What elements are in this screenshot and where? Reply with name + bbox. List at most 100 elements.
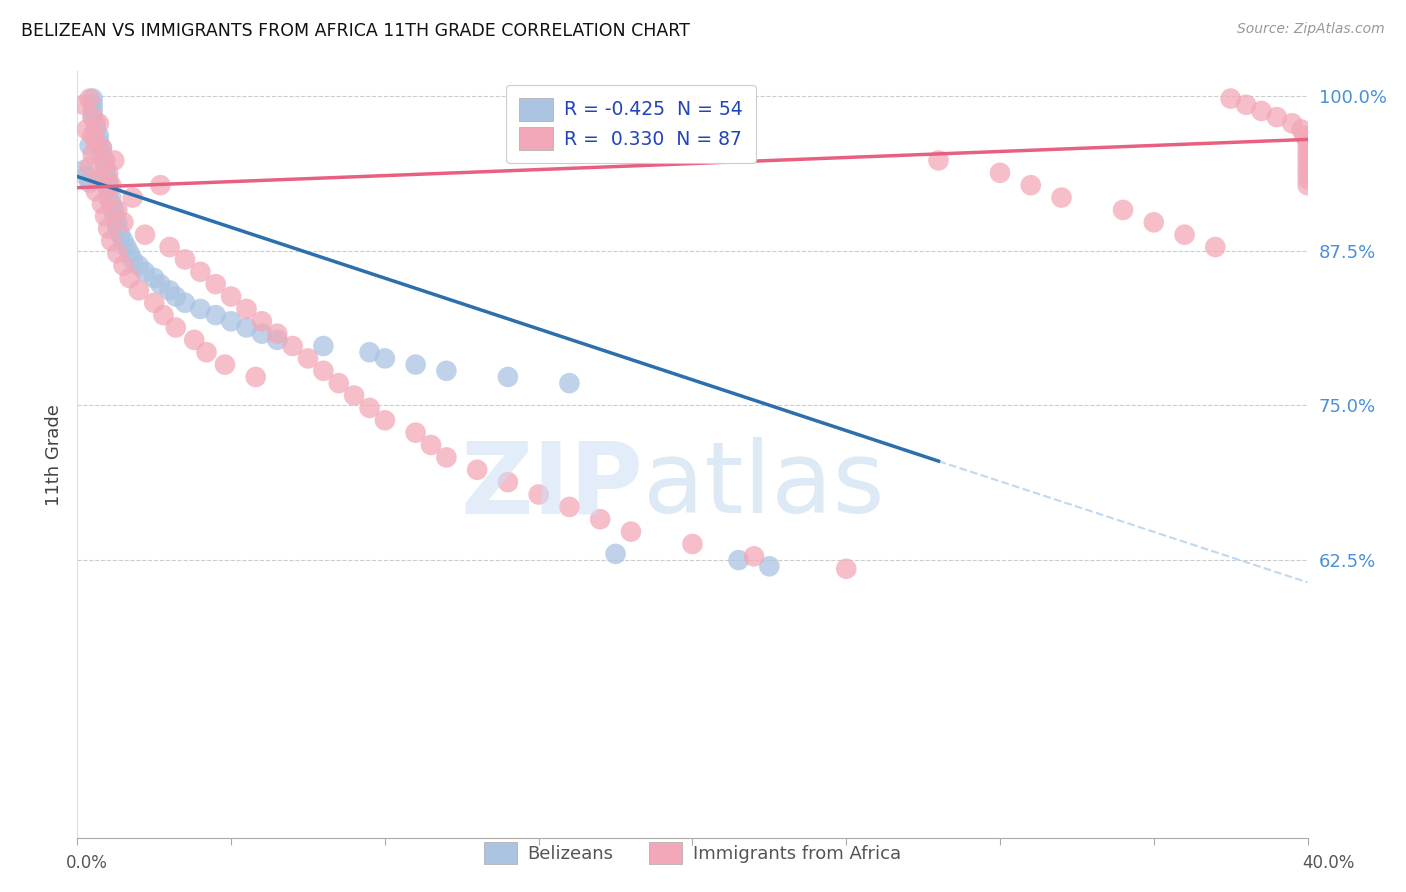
- Point: [134, 227, 156, 242]
- Point: [266, 333, 288, 347]
- Point: [110, 227, 132, 242]
- Point: [1296, 166, 1319, 180]
- Point: [496, 370, 519, 384]
- Point: [97, 166, 120, 180]
- Point: [174, 295, 197, 310]
- Point: [195, 345, 218, 359]
- Point: [79, 160, 101, 174]
- Point: [112, 259, 135, 273]
- Point: [94, 160, 117, 174]
- Point: [112, 234, 135, 248]
- Point: [188, 265, 212, 279]
- Point: [105, 246, 128, 260]
- Point: [97, 178, 120, 193]
- Point: [87, 128, 110, 143]
- Point: [82, 110, 104, 124]
- Point: [94, 153, 117, 168]
- Point: [82, 97, 104, 112]
- Point: [82, 147, 104, 161]
- Point: [436, 450, 458, 465]
- Point: [105, 202, 128, 217]
- Point: [105, 221, 128, 235]
- Point: [103, 202, 125, 217]
- Point: [100, 234, 122, 248]
- Point: [149, 178, 172, 193]
- Point: [742, 549, 765, 564]
- Point: [758, 559, 780, 574]
- Point: [250, 314, 273, 328]
- Point: [374, 351, 396, 366]
- Point: [165, 320, 187, 334]
- Point: [1296, 160, 1319, 174]
- Point: [1265, 110, 1288, 124]
- Point: [84, 116, 107, 130]
- Point: [94, 166, 117, 180]
- Text: ZIP: ZIP: [460, 437, 644, 534]
- Point: [1019, 178, 1042, 193]
- Point: [100, 178, 122, 193]
- Point: [128, 284, 150, 298]
- Point: [87, 135, 110, 149]
- Point: [219, 314, 242, 328]
- Point: [121, 252, 143, 267]
- Point: [165, 289, 187, 303]
- Point: [266, 326, 288, 341]
- Point: [359, 345, 381, 359]
- Point: [143, 271, 166, 285]
- Point: [97, 172, 120, 186]
- Point: [115, 240, 138, 254]
- Point: [118, 271, 141, 285]
- Point: [235, 301, 257, 316]
- Point: [620, 524, 643, 539]
- Point: [928, 153, 950, 168]
- Point: [405, 425, 427, 440]
- Point: [1296, 147, 1319, 161]
- Point: [134, 265, 156, 279]
- Point: [527, 487, 550, 501]
- Point: [558, 376, 581, 391]
- Point: [1296, 178, 1319, 193]
- Point: [90, 147, 114, 161]
- Point: [835, 562, 858, 576]
- Point: [374, 413, 396, 427]
- Point: [174, 252, 197, 267]
- Point: [143, 295, 166, 310]
- Point: [1050, 190, 1073, 204]
- Point: [1296, 172, 1319, 186]
- Point: [118, 246, 141, 260]
- Point: [1294, 128, 1316, 143]
- Point: [1204, 240, 1226, 254]
- Point: [496, 475, 519, 490]
- Point: [94, 209, 117, 223]
- Point: [558, 500, 581, 514]
- Point: [1112, 202, 1135, 217]
- Point: [82, 103, 104, 118]
- Point: [149, 277, 172, 292]
- Point: [1296, 135, 1319, 149]
- Point: [90, 196, 114, 211]
- Point: [1250, 103, 1272, 118]
- Point: [682, 537, 704, 551]
- Point: [589, 512, 612, 526]
- Point: [79, 138, 101, 153]
- Point: [219, 289, 242, 303]
- Point: [1296, 141, 1319, 155]
- Point: [1143, 215, 1166, 229]
- Y-axis label: 11th Grade: 11th Grade: [45, 404, 63, 506]
- Point: [1234, 97, 1257, 112]
- Point: [97, 185, 120, 199]
- Point: [84, 185, 107, 199]
- Point: [343, 388, 366, 402]
- Point: [87, 116, 110, 130]
- Point: [204, 277, 226, 292]
- Point: [76, 169, 98, 184]
- Point: [100, 190, 122, 204]
- Point: [1219, 92, 1241, 106]
- Text: 40.0%: 40.0%: [1302, 855, 1355, 872]
- Point: [1281, 116, 1303, 130]
- Point: [152, 308, 174, 322]
- Text: BELIZEAN VS IMMIGRANTS FROM AFRICA 11TH GRADE CORRELATION CHART: BELIZEAN VS IMMIGRANTS FROM AFRICA 11TH …: [21, 22, 690, 40]
- Point: [312, 364, 335, 378]
- Point: [97, 190, 120, 204]
- Point: [121, 190, 143, 204]
